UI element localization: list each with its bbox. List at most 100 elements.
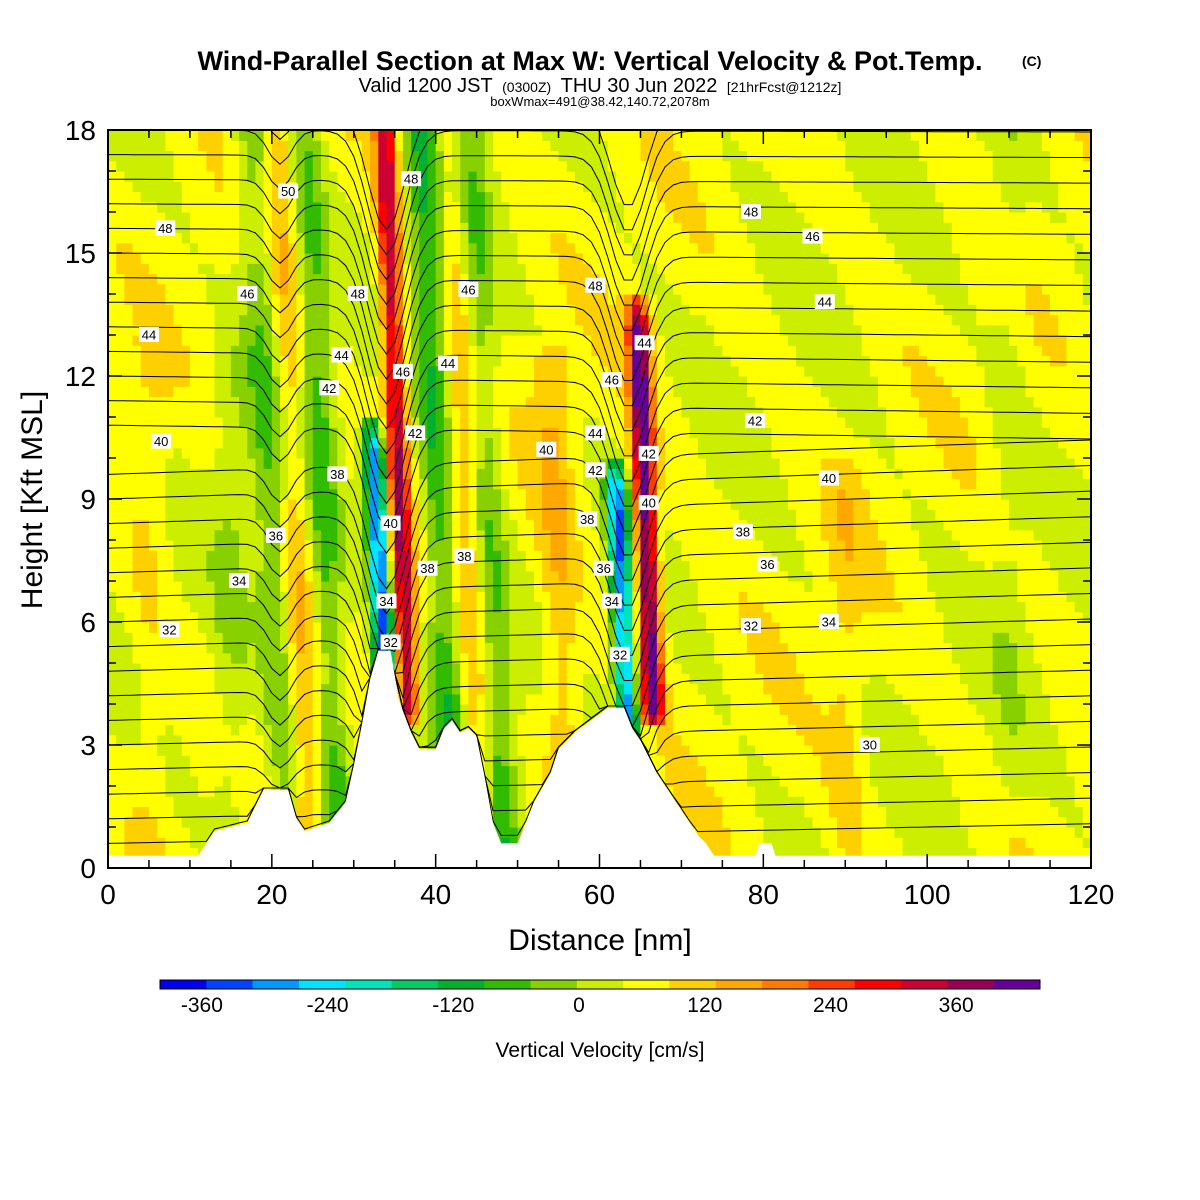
velocity-cell — [320, 540, 330, 551]
velocity-cell — [501, 335, 510, 346]
velocity-cell — [394, 540, 404, 551]
velocity-cell — [591, 499, 601, 510]
velocity-cell — [640, 509, 650, 521]
velocity-cell — [222, 212, 232, 223]
velocity-cell — [280, 478, 289, 490]
velocity-cell — [493, 632, 502, 644]
velocity-cell — [271, 570, 281, 582]
velocity-cell — [615, 632, 625, 644]
velocity-cell — [353, 201, 363, 213]
velocity-cell — [140, 417, 150, 428]
velocity-cell — [116, 519, 125, 531]
velocity-cell — [370, 181, 379, 193]
velocity-cell — [419, 724, 429, 736]
velocity-cell — [230, 663, 240, 674]
velocity-cell — [550, 140, 560, 152]
velocity-cell — [394, 560, 404, 572]
velocity-cell — [140, 796, 150, 808]
velocity-cell — [108, 519, 117, 531]
velocity-cell — [378, 529, 388, 541]
velocity-cell — [427, 304, 437, 316]
velocity-cell — [542, 601, 551, 613]
velocity-cell — [632, 253, 642, 264]
velocity-cell — [206, 212, 216, 223]
velocity-cell — [476, 560, 486, 572]
velocity-cell — [214, 570, 224, 582]
velocity-cell — [484, 458, 494, 469]
velocity-cell — [525, 652, 535, 664]
velocity-cell — [124, 611, 134, 623]
velocity-cell — [206, 130, 216, 141]
velocity-cell — [255, 335, 265, 346]
velocity-cell — [484, 365, 494, 377]
velocity-cell — [214, 345, 224, 357]
velocity-cell — [484, 212, 494, 223]
velocity-cell — [542, 406, 551, 418]
velocity-cell — [443, 693, 453, 705]
velocity-cell — [452, 663, 461, 674]
velocity-cell — [443, 191, 453, 203]
velocity-cell — [206, 652, 216, 664]
velocity-cell — [361, 488, 371, 500]
velocity-cell — [493, 201, 502, 213]
velocity-cell — [320, 581, 330, 592]
velocity-cell — [165, 314, 175, 326]
velocity-cell — [140, 663, 150, 674]
velocity-cell — [247, 365, 257, 377]
velocity-cell — [108, 160, 117, 172]
velocity-cell — [108, 406, 117, 418]
velocity-cell — [452, 673, 461, 685]
velocity-cell — [296, 724, 306, 736]
velocity-cell — [542, 365, 551, 377]
velocity-cell — [230, 427, 240, 439]
velocity-cell — [255, 734, 265, 746]
velocity-cell — [288, 550, 298, 562]
velocity-cell — [181, 458, 191, 469]
velocity-cell — [435, 150, 445, 162]
velocity-cell — [255, 140, 265, 152]
velocity-cell — [648, 581, 658, 592]
velocity-cell — [517, 673, 527, 685]
velocity-cell — [345, 212, 355, 223]
velocity-cell — [198, 232, 207, 244]
velocity-cell — [124, 314, 134, 326]
velocity-cell — [337, 437, 347, 449]
velocity-cell — [230, 304, 240, 316]
velocity-cell — [353, 601, 363, 613]
velocity-cell — [345, 611, 355, 623]
velocity-cell — [468, 724, 478, 736]
velocity-cell — [468, 160, 478, 172]
velocity-cell — [239, 611, 248, 623]
velocity-cell — [493, 488, 502, 500]
velocity-cell — [288, 160, 298, 172]
velocity-cell — [370, 222, 379, 234]
velocity-cell — [615, 663, 625, 674]
velocity-cell — [386, 294, 396, 305]
velocity-cell — [665, 642, 674, 654]
velocity-cell — [165, 191, 175, 203]
velocity-cell — [132, 622, 142, 633]
velocity-cell — [263, 765, 273, 777]
velocity-cell — [640, 693, 650, 705]
velocity-cell — [320, 683, 330, 695]
velocity-cell — [345, 140, 355, 152]
velocity-cell — [247, 232, 257, 244]
velocity-cell — [173, 253, 183, 264]
velocity-cell — [312, 509, 322, 521]
velocity-cell — [271, 499, 281, 510]
velocity-cell — [378, 324, 388, 336]
velocity-cell — [181, 427, 191, 439]
velocity-cell — [304, 130, 314, 141]
velocity-cell — [361, 355, 371, 367]
velocity-cell — [665, 160, 674, 172]
velocity-cell — [255, 488, 265, 500]
velocity-cell — [312, 253, 322, 264]
velocity-cell — [517, 704, 527, 715]
velocity-cell — [370, 478, 379, 490]
velocity-cell — [370, 519, 379, 531]
velocity-cell — [304, 232, 314, 244]
velocity-cell — [574, 160, 584, 172]
velocity-cell — [566, 294, 576, 305]
velocity-cell — [476, 632, 486, 644]
velocity-cell — [402, 376, 412, 387]
